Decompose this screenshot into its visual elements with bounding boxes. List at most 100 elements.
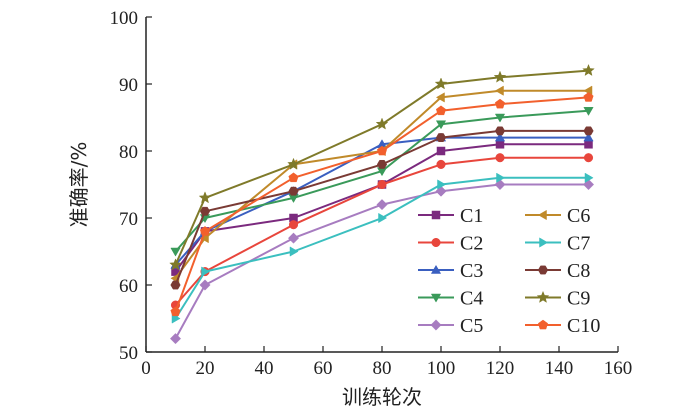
legend: C1 C2 C3 C4 C5 C6 C7 C8 C9 C10 bbox=[418, 205, 600, 337]
data-point-c2 bbox=[436, 159, 446, 169]
legend-marker-c3 bbox=[430, 264, 442, 274]
data-point-c7 bbox=[437, 179, 447, 190]
y-axis-title: 准确率/% bbox=[67, 142, 91, 228]
y-tick-label: 100 bbox=[110, 8, 139, 29]
data-point-c10 bbox=[494, 98, 506, 109]
data-point-c10 bbox=[170, 306, 181, 317]
series-c10 bbox=[170, 92, 594, 317]
x-tick-label: 60 bbox=[314, 358, 333, 379]
data-point-c10 bbox=[376, 145, 388, 156]
data-point-c9 bbox=[198, 191, 212, 204]
legend-label: C1 bbox=[460, 205, 483, 227]
legend-marker-c7 bbox=[539, 237, 549, 248]
legend-marker-c1 bbox=[431, 210, 441, 220]
data-point-c2 bbox=[495, 153, 505, 163]
legend-label: C7 bbox=[567, 233, 590, 255]
legend-label: C4 bbox=[460, 288, 483, 310]
legend-label: C10 bbox=[567, 315, 600, 337]
data-point-c5 bbox=[169, 333, 182, 345]
x-axis-ticks: 0 20 40 60 80 100 120 140 160 bbox=[141, 346, 632, 379]
legend-label: C5 bbox=[460, 315, 483, 337]
data-point-c2 bbox=[377, 179, 387, 190]
series-line-c2 bbox=[174, 156, 589, 306]
data-point-c5 bbox=[376, 199, 388, 211]
data-point-c9 bbox=[434, 77, 448, 90]
data-point-c1 bbox=[436, 146, 446, 156]
data-point-c7 bbox=[378, 212, 388, 224]
x-tick-label: 120 bbox=[486, 358, 515, 379]
series-c7 bbox=[171, 172, 594, 324]
legend-item-c8: C8 bbox=[525, 260, 590, 282]
plot-area bbox=[169, 63, 595, 345]
legend-marker-c6 bbox=[537, 209, 547, 221]
legend-label: C2 bbox=[460, 233, 483, 255]
data-point-c5 bbox=[287, 232, 300, 244]
legend-label: C3 bbox=[460, 260, 483, 282]
data-point-c10 bbox=[583, 92, 594, 102]
data-point-c5 bbox=[199, 279, 211, 291]
data-point-c4 bbox=[170, 247, 181, 257]
y-tick-label: 90 bbox=[119, 75, 138, 96]
legend-item-c1: C1 bbox=[418, 205, 483, 227]
legend-marker-c5 bbox=[430, 319, 442, 331]
data-point-c6 bbox=[494, 85, 504, 96]
series-c9 bbox=[169, 63, 595, 271]
x-tick-label: 0 bbox=[141, 358, 151, 379]
y-tick-label: 50 bbox=[119, 343, 138, 364]
data-point-c9 bbox=[493, 70, 507, 83]
x-tick-label: 160 bbox=[604, 358, 633, 379]
data-point-c9 bbox=[169, 258, 182, 271]
legend-item-c2: C2 bbox=[418, 233, 483, 255]
data-point-c10 bbox=[435, 105, 447, 116]
series-c4 bbox=[170, 107, 594, 257]
legend-item-c10: C10 bbox=[525, 315, 600, 337]
data-point-c9 bbox=[287, 157, 300, 170]
data-point-c9 bbox=[582, 63, 595, 77]
y-axis-ticks: 50 60 70 80 90 100 bbox=[110, 8, 152, 364]
data-point-c1 bbox=[495, 140, 505, 149]
legend-item-c3: C3 bbox=[418, 260, 483, 282]
legend-marker-c10 bbox=[537, 319, 549, 330]
series-c5 bbox=[169, 178, 595, 345]
data-point-c7 bbox=[584, 172, 594, 183]
data-point-c8 bbox=[435, 133, 447, 143]
x-tick-label: 100 bbox=[427, 358, 456, 379]
y-tick-label: 60 bbox=[119, 276, 138, 297]
x-tick-label: 20 bbox=[196, 358, 215, 379]
legend-marker-c9 bbox=[536, 290, 550, 303]
legend-item-c4: C4 bbox=[418, 288, 483, 310]
data-point-c8 bbox=[376, 159, 388, 169]
y-tick-label: 80 bbox=[119, 142, 138, 163]
data-point-c4 bbox=[435, 120, 447, 130]
x-tick-label: 40 bbox=[255, 358, 274, 379]
y-tick-label: 70 bbox=[119, 209, 138, 230]
data-point-c8 bbox=[288, 186, 299, 196]
data-point-c6 bbox=[435, 92, 445, 103]
legend-label: C9 bbox=[567, 288, 590, 310]
data-point-c9 bbox=[375, 117, 389, 130]
data-point-c2 bbox=[583, 153, 594, 163]
x-axis-title: 训练轮次 bbox=[342, 385, 422, 409]
data-point-c8 bbox=[199, 206, 211, 216]
data-point-c7 bbox=[496, 172, 506, 183]
data-point-c7 bbox=[289, 246, 299, 257]
series-c8 bbox=[170, 126, 594, 290]
legend-item-c6: C6 bbox=[525, 205, 590, 227]
legend-label: C8 bbox=[567, 260, 590, 282]
legend-marker-c2 bbox=[431, 237, 441, 248]
data-point-c7 bbox=[201, 266, 211, 277]
data-point-c3 bbox=[494, 132, 506, 142]
legend-label: C6 bbox=[567, 205, 590, 227]
data-point-c5 bbox=[494, 178, 506, 191]
data-point-c4 bbox=[494, 113, 506, 123]
legend-item-c7: C7 bbox=[525, 233, 590, 255]
data-point-c10 bbox=[288, 172, 299, 183]
data-point-c8 bbox=[583, 126, 594, 136]
data-point-c8 bbox=[170, 280, 181, 290]
data-point-c3 bbox=[583, 132, 594, 142]
data-point-c1 bbox=[584, 140, 593, 149]
legend-marker-c8 bbox=[537, 265, 549, 275]
data-point-c7 bbox=[171, 313, 181, 324]
data-point-c2 bbox=[288, 220, 299, 230]
